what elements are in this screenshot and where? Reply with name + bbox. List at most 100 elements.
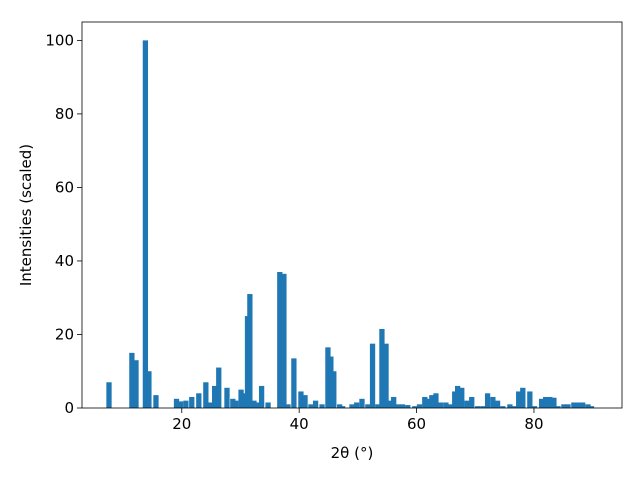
bar [551,397,557,408]
bar [216,367,222,408]
bar [106,382,112,408]
y-tick-label: 80 [55,105,74,123]
y-tick-label: 40 [55,252,74,270]
x-tick-label: 60 [407,415,426,433]
bar [588,406,595,408]
bar [238,389,244,408]
bar [464,400,470,408]
bar [527,391,533,408]
bar [571,402,577,408]
bar [251,400,257,408]
bar [196,393,202,408]
bar [241,393,248,408]
bar [395,404,401,408]
y-tick-label: 100 [45,31,74,49]
bar [146,371,152,408]
bar [379,328,385,408]
y-tick-label: 60 [55,178,74,196]
bar [412,406,418,408]
bar [429,395,435,408]
bar [354,402,360,408]
bar [133,360,139,408]
bar [142,40,149,408]
bar [212,385,218,408]
bar [575,402,581,408]
bar [183,400,189,408]
bar [369,343,376,408]
bar [207,402,213,408]
bar [230,398,236,408]
bar [531,406,538,408]
bar [437,402,444,408]
bar [490,396,496,408]
bar [500,406,506,408]
bar [416,404,423,408]
bar [405,405,411,408]
bar [254,402,261,408]
bar [312,400,319,408]
bar [349,404,355,408]
bar [469,396,475,408]
bar [388,400,394,408]
bar [302,395,308,408]
bar [247,294,253,408]
bar [555,406,561,408]
bar [516,391,522,408]
y-tick-label: 0 [64,399,74,417]
bar [337,404,343,408]
bar [443,402,449,408]
bar [561,404,567,408]
bar [447,404,453,408]
bar [585,404,591,408]
bar [291,358,297,408]
bar [391,396,397,408]
bar [507,404,513,408]
bar [233,400,239,408]
bar [580,402,586,408]
bar [547,396,553,408]
bar [203,382,209,408]
bar [285,404,291,408]
bar [459,387,465,408]
bar [399,404,406,408]
bar [383,343,389,408]
x-axis-label: 2θ (°) [331,444,374,462]
bar [258,385,265,408]
bar [177,401,184,408]
bar [339,406,346,408]
bar [331,371,337,408]
bar [520,387,526,408]
bar [189,396,195,408]
bar [452,391,458,408]
bar [474,406,481,408]
bar [319,404,325,408]
bar [224,387,230,408]
bar [426,398,432,408]
x-tick-label: 40 [290,415,309,433]
bar [494,400,501,408]
bar [325,347,331,408]
bar [365,404,371,408]
bar [538,398,545,408]
plot-frame [81,21,623,409]
bar [173,398,180,408]
bar [480,406,486,408]
bar [565,404,571,408]
bar [129,352,135,408]
bar [422,396,428,408]
y-tick-label: 20 [55,325,74,343]
bar [265,402,271,408]
bar [277,271,283,408]
bar [281,273,287,408]
bar [543,396,549,408]
bar [153,395,159,408]
bar [455,385,461,408]
bar [484,393,491,408]
bar [328,356,334,408]
x-tick-label: 80 [524,415,543,433]
bar [511,406,518,408]
y-axis-label: Intensities (scaled) [17,144,35,286]
bar [298,391,304,408]
bar [375,404,381,408]
